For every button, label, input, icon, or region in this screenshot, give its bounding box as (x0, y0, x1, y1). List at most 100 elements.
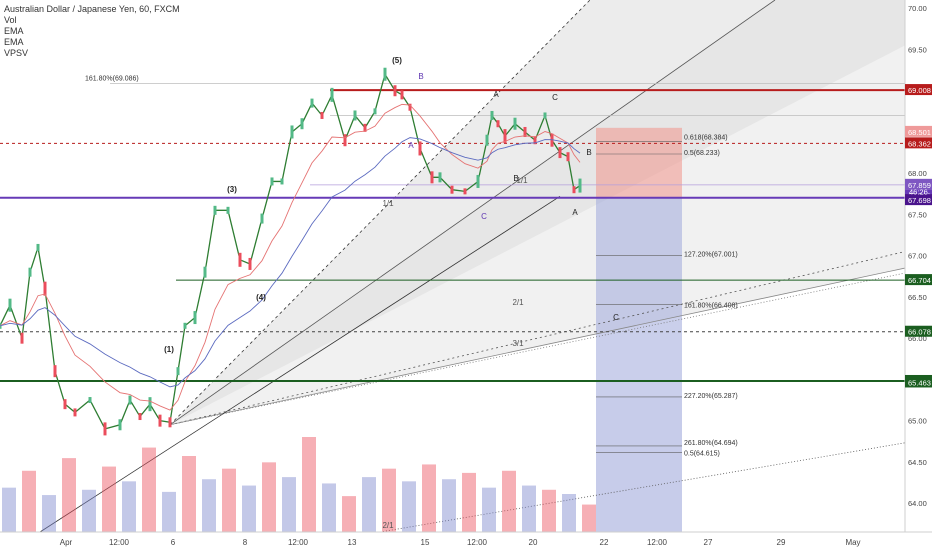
volume-bar (442, 479, 456, 532)
volume-bar (202, 479, 216, 532)
gann-ratio-label: 2/1 (382, 521, 394, 530)
volume-bar (482, 487, 496, 532)
y-tick-label: 68.00 (908, 169, 927, 178)
countdown-label: 46:26 (909, 187, 928, 196)
price-candle (183, 322, 187, 329)
price-candle (490, 110, 494, 120)
x-tick-label: 6 (171, 538, 176, 547)
price-candle (543, 112, 547, 119)
wave-label: (1) (164, 345, 174, 354)
price-candle (330, 87, 334, 102)
gann-fan-ray-lower (39, 195, 561, 533)
price-candle (566, 152, 570, 162)
fib-label: 227.20%(65.287) (684, 393, 738, 400)
price-tag (905, 274, 932, 286)
price-candle (63, 399, 67, 410)
price-candle (203, 266, 207, 278)
volume-bar (142, 447, 156, 532)
price-candle (363, 123, 367, 132)
volume-bar (82, 489, 96, 532)
price-candle (503, 129, 507, 144)
volume-bar (582, 504, 596, 532)
price-candle (248, 257, 252, 270)
fib-label: 161.80%(69.086) (85, 76, 139, 83)
price-candle (513, 117, 517, 130)
price-candle (226, 206, 230, 214)
price-candle (393, 85, 397, 97)
indicator-vol: Vol (4, 15, 17, 25)
price-tag-label: 67.859 (908, 181, 931, 190)
x-tick-label: 8 (243, 538, 248, 547)
price-tag-label: 66.078 (908, 328, 931, 337)
price-candle (280, 178, 284, 185)
time-axis-background (0, 532, 932, 550)
price-tag (905, 84, 932, 96)
wave-label: B (586, 148, 591, 157)
wave-label: A (493, 90, 499, 99)
wave-label: (3) (227, 185, 237, 194)
price-candle (148, 397, 152, 412)
volume-bar (342, 496, 356, 532)
price-candle (438, 172, 442, 183)
y-tick-label: 64.00 (908, 499, 927, 508)
x-tick-label: 12:00 (288, 538, 309, 547)
volume-bar (22, 470, 36, 532)
price-tag-label: 69.008 (908, 86, 931, 95)
price-candle (193, 311, 197, 325)
ema-line (0, 103, 581, 411)
price-tag (905, 125, 932, 137)
price-candle (320, 111, 324, 119)
gann-fan-ray (169, 0, 776, 426)
gann-ratio-label: 3/1 (512, 339, 524, 348)
fib-label: 0.5(64.615) (684, 450, 720, 457)
price-candle (353, 110, 357, 121)
y-tick-label: 70.00 (908, 4, 927, 13)
price-candle (53, 365, 57, 378)
risk-zone-box (596, 127, 682, 198)
price-candle (8, 298, 12, 312)
price-candle (450, 185, 454, 194)
target-zone-box-lower (596, 395, 682, 532)
x-tick-label: Apr (60, 538, 73, 547)
y-tick-label: 65.00 (908, 417, 927, 426)
volume-bar (262, 462, 276, 532)
drawing-labels-layer: 161.80%(69.086) 0.618(68.384) 0.5(68.233) 1… (85, 56, 738, 530)
price-tag (905, 325, 932, 337)
price-candle (550, 133, 554, 147)
indicator-ema-1: EMA (4, 26, 24, 36)
volume-bar (502, 470, 516, 532)
drawing-lines-layer (0, 0, 906, 533)
wave-label: A (408, 141, 414, 150)
price-candle (270, 177, 274, 186)
price-candle (168, 417, 172, 428)
wave-label: (4) (256, 293, 266, 302)
price-axis-background (905, 0, 932, 532)
volume-bar (382, 468, 396, 532)
x-tick-label: 22 (600, 538, 609, 547)
volume-bar (182, 456, 196, 532)
volume-bar (422, 464, 436, 532)
y-tick-label: 66.50 (908, 293, 927, 302)
price-candle (383, 67, 387, 81)
fib-label: 0.5(68.233) (684, 150, 720, 157)
x-tick-label: 12:00 (109, 538, 130, 547)
price-candle (533, 136, 537, 145)
price-candle (463, 188, 467, 195)
x-tick-label: 12:00 (647, 538, 668, 547)
price-candle (310, 98, 314, 108)
volume-layer (2, 437, 596, 532)
price-candle (418, 141, 422, 156)
price-candle (36, 243, 40, 251)
gann-fan-ray (169, 272, 906, 426)
price-candle (496, 120, 500, 128)
x-tick-label: 27 (704, 538, 713, 547)
x-tick-label: 13 (348, 538, 357, 547)
price-candle (158, 414, 162, 427)
symbol-title: Australian Dollar / Japanese Yen, 60, FX… (4, 4, 180, 14)
price-tag (905, 376, 932, 388)
price-candle (20, 332, 24, 344)
price-candle (373, 108, 377, 115)
price-candle (238, 252, 242, 267)
